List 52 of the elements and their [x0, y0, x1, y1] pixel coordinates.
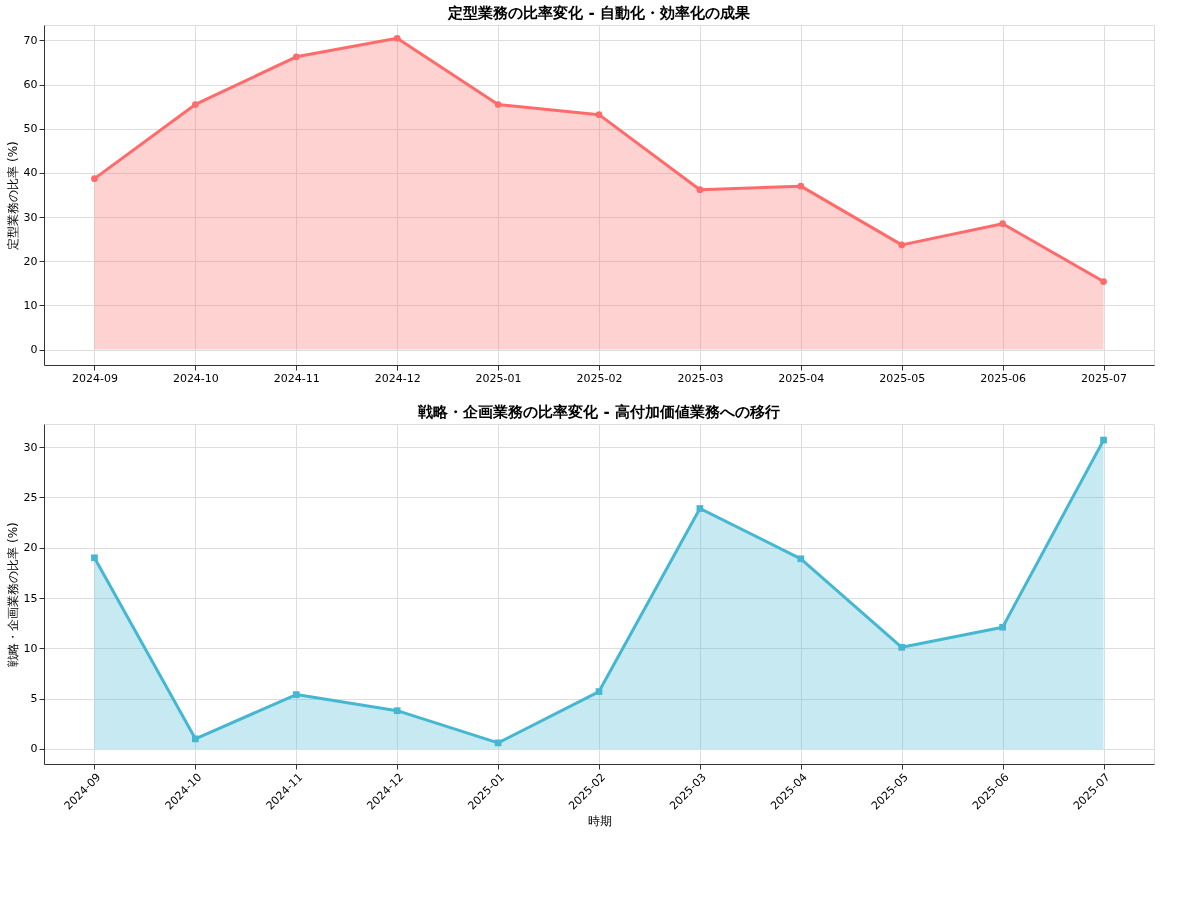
x-tick-label: 2025-01 — [475, 371, 522, 385]
y-axis-title: 定型業務の比率 (%) — [5, 141, 20, 250]
point — [797, 182, 805, 190]
point — [595, 111, 603, 118]
x-tick-label: 2025-06 — [980, 371, 1027, 385]
point — [1100, 278, 1107, 285]
x-tick-label: 2025-05 — [879, 371, 926, 385]
y-tick-label: 0 — [30, 742, 38, 756]
y-tick-label: 40 — [23, 166, 38, 180]
point — [393, 34, 401, 42]
point — [91, 554, 98, 562]
point — [999, 220, 1006, 228]
point — [999, 623, 1006, 631]
point — [292, 53, 300, 61]
x-tick-label: 2025-07 — [1081, 371, 1128, 385]
point — [1100, 436, 1107, 444]
point — [696, 186, 704, 194]
y-tick-label: 30 — [23, 440, 38, 454]
y-tick-label: 5 — [30, 692, 38, 706]
point — [91, 175, 98, 183]
point — [898, 643, 906, 651]
x-tick-label: 2024-09 — [71, 371, 118, 385]
y-tick-label: 25 — [23, 490, 38, 504]
chart-title: 戦略・企画業務の比率変化 - 高付加価値業務への移行 — [417, 403, 780, 421]
x-tick-label: 2024-12 — [374, 371, 421, 385]
x-tick-label: 2025-03 — [677, 371, 724, 385]
y-tick-label: 10 — [23, 298, 38, 312]
x-tick-label: 2024-10 — [172, 371, 219, 385]
point — [898, 241, 906, 249]
point — [595, 688, 603, 695]
y-tick-label: 70 — [23, 33, 38, 47]
y-tick-label: 50 — [23, 122, 38, 136]
x-axis-title: 時期 — [587, 813, 612, 828]
y-tick-label: 30 — [23, 210, 38, 224]
point — [393, 707, 401, 715]
x-tick-label: 2025-04 — [778, 371, 825, 385]
point — [292, 691, 300, 698]
x-tick-label: 2024-11 — [273, 371, 320, 385]
point — [494, 101, 502, 108]
y-tick-label: 15 — [23, 591, 38, 605]
y-tick-label: 10 — [23, 641, 38, 655]
y-tick-label: 60 — [23, 78, 38, 92]
y-tick-label: 20 — [23, 254, 38, 268]
y-tick-label: 20 — [23, 541, 38, 555]
y-axis-title: 戦略・企画業務の比率 (%) — [5, 522, 20, 667]
point — [797, 555, 805, 563]
y-tick-label: 0 — [30, 343, 38, 357]
point — [192, 101, 199, 108]
point — [696, 505, 704, 512]
point — [192, 735, 199, 743]
chart-title: 定型業務の比率変化 - 自動化・効率化の成果 — [447, 4, 751, 22]
x-tick-label: 2025-02 — [576, 371, 623, 385]
